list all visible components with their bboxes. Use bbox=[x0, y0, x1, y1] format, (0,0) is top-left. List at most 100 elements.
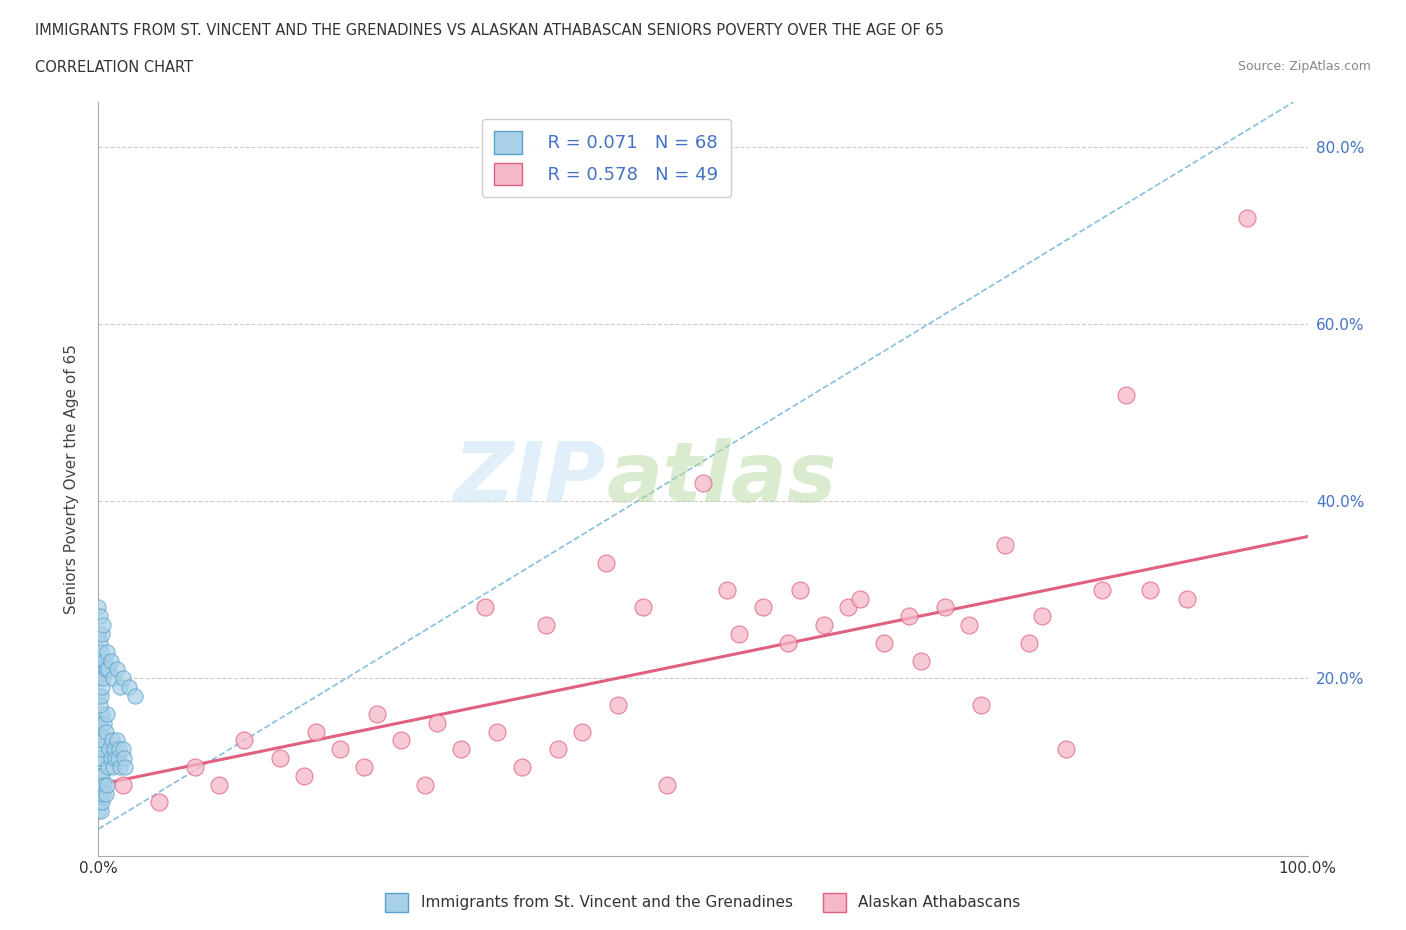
Y-axis label: Seniors Poverty Over the Age of 65: Seniors Poverty Over the Age of 65 bbox=[65, 344, 79, 614]
Point bbox=[450, 742, 472, 757]
Point bbox=[776, 635, 799, 650]
Point bbox=[91, 742, 114, 757]
Point bbox=[849, 591, 872, 606]
Point bbox=[547, 742, 569, 757]
Point bbox=[1054, 742, 1077, 757]
Point bbox=[103, 742, 125, 757]
Point bbox=[98, 742, 121, 757]
Point bbox=[607, 698, 630, 712]
Point bbox=[90, 751, 112, 765]
Point bbox=[107, 751, 129, 765]
Point bbox=[91, 680, 114, 695]
Point bbox=[813, 618, 835, 632]
Point bbox=[692, 476, 714, 491]
Point bbox=[1031, 609, 1053, 624]
Point bbox=[94, 724, 117, 739]
Point bbox=[111, 742, 134, 757]
Point bbox=[970, 698, 993, 712]
Point bbox=[595, 556, 617, 571]
Point bbox=[837, 600, 859, 615]
Point bbox=[87, 760, 110, 775]
Point bbox=[89, 662, 111, 677]
Point bbox=[89, 609, 111, 624]
Point bbox=[89, 715, 111, 730]
Point bbox=[329, 742, 352, 757]
Point bbox=[89, 751, 111, 765]
Point bbox=[100, 733, 122, 748]
Point bbox=[1175, 591, 1198, 606]
Point bbox=[957, 618, 980, 632]
Point bbox=[93, 653, 115, 668]
Text: ZIP: ZIP bbox=[454, 438, 606, 520]
Point bbox=[208, 777, 231, 792]
Point bbox=[910, 653, 932, 668]
Point bbox=[91, 795, 114, 810]
Point bbox=[94, 786, 117, 801]
Point bbox=[571, 724, 593, 739]
Point bbox=[100, 653, 122, 668]
Point bbox=[87, 600, 110, 615]
Point bbox=[111, 777, 134, 792]
Point bbox=[111, 671, 134, 685]
Point bbox=[91, 768, 114, 783]
Point bbox=[1236, 210, 1258, 225]
Point bbox=[1018, 635, 1040, 650]
Point bbox=[655, 777, 678, 792]
Point bbox=[118, 680, 141, 695]
Point bbox=[100, 751, 122, 765]
Point bbox=[184, 760, 207, 775]
Point bbox=[93, 777, 115, 792]
Point bbox=[90, 804, 112, 818]
Point bbox=[114, 760, 136, 775]
Text: atlas: atlas bbox=[606, 438, 837, 520]
Point bbox=[1091, 582, 1114, 597]
Legend:   R = 0.071   N = 68,   R = 0.578   N = 49: R = 0.071 N = 68, R = 0.578 N = 49 bbox=[482, 119, 731, 197]
Point bbox=[413, 777, 436, 792]
Point bbox=[90, 644, 112, 659]
Point bbox=[486, 724, 509, 739]
Text: IMMIGRANTS FROM ST. VINCENT AND THE GRENADINES VS ALASKAN ATHABASCAN SENIORS POV: IMMIGRANTS FROM ST. VINCENT AND THE GREN… bbox=[35, 23, 943, 38]
Point bbox=[474, 600, 496, 615]
Point bbox=[101, 671, 124, 685]
Point bbox=[148, 795, 170, 810]
Point bbox=[96, 707, 118, 722]
Point bbox=[96, 777, 118, 792]
Point bbox=[91, 786, 114, 801]
Point bbox=[89, 635, 111, 650]
Point bbox=[534, 618, 557, 632]
Point bbox=[292, 768, 315, 783]
Point bbox=[112, 751, 135, 765]
Point bbox=[87, 804, 110, 818]
Point bbox=[108, 742, 131, 757]
Point bbox=[104, 751, 127, 765]
Point bbox=[87, 627, 110, 642]
Point bbox=[94, 662, 117, 677]
Point bbox=[91, 671, 114, 685]
Point bbox=[1115, 387, 1137, 402]
Point bbox=[87, 688, 110, 703]
Point bbox=[510, 760, 533, 775]
Point bbox=[305, 724, 328, 739]
Point bbox=[89, 733, 111, 748]
Point bbox=[91, 618, 114, 632]
Point bbox=[728, 627, 751, 642]
Point bbox=[91, 733, 114, 748]
Point bbox=[93, 715, 115, 730]
Point bbox=[994, 538, 1017, 552]
Point bbox=[934, 600, 956, 615]
Point bbox=[89, 795, 111, 810]
Point bbox=[89, 768, 111, 783]
Point bbox=[269, 751, 291, 765]
Point bbox=[353, 760, 375, 775]
Point bbox=[124, 688, 146, 703]
Point bbox=[105, 662, 128, 677]
Point bbox=[108, 680, 131, 695]
Point bbox=[90, 777, 112, 792]
Point bbox=[97, 760, 120, 775]
Point bbox=[426, 715, 449, 730]
Point bbox=[752, 600, 775, 615]
Point bbox=[897, 609, 920, 624]
Point bbox=[96, 644, 118, 659]
Point bbox=[87, 777, 110, 792]
Point bbox=[89, 786, 111, 801]
